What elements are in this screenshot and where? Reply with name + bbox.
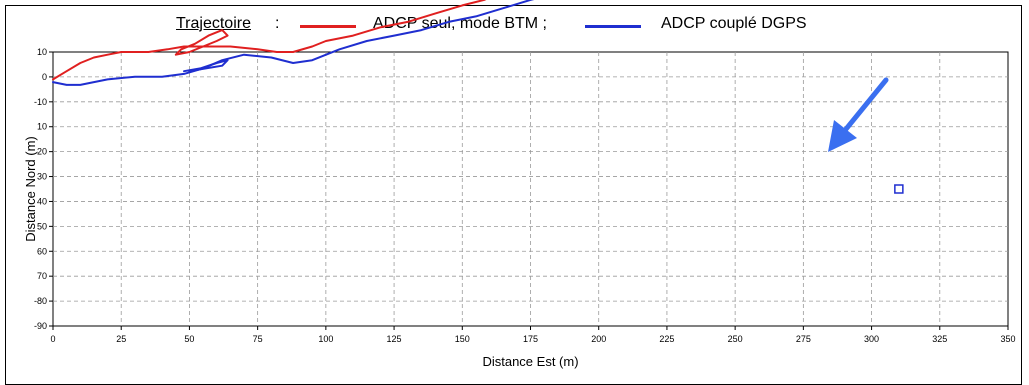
x-axis-label: Distance Est (m) bbox=[482, 354, 578, 369]
y-tick-label: 20 bbox=[37, 147, 47, 157]
annotation-arrow-shaft bbox=[839, 77, 889, 137]
series-line bbox=[183, 59, 229, 73]
y-tick-label: 50 bbox=[37, 221, 47, 231]
legend-title: Trajectoire bbox=[176, 15, 251, 32]
x-tick-label: 275 bbox=[796, 334, 811, 344]
y-tick-label: 70 bbox=[37, 271, 47, 281]
x-tick-label: 325 bbox=[932, 334, 947, 344]
y-tick-label: -10 bbox=[34, 97, 47, 107]
y-tick-label: 30 bbox=[37, 172, 47, 182]
x-tick-label: 0 bbox=[50, 334, 55, 344]
x-tick-label: 350 bbox=[1000, 334, 1015, 344]
x-tick-label: 100 bbox=[318, 334, 333, 344]
x-tick-label: 125 bbox=[387, 334, 402, 344]
x-tick-label: 300 bbox=[864, 334, 879, 344]
legend-colon: : bbox=[275, 15, 280, 32]
x-tick-label: 25 bbox=[116, 334, 126, 344]
annotation-arrow-head bbox=[828, 120, 857, 152]
series-line bbox=[52, 0, 487, 81]
series-line bbox=[174, 29, 229, 56]
x-tick-label: 150 bbox=[455, 334, 470, 344]
chart-legend: Trajectoire : ADCP seul, mode BTM ; ADCP… bbox=[0, 10, 1017, 34]
y-tick-label: -90 bbox=[34, 321, 47, 331]
x-tick-label: 200 bbox=[591, 334, 606, 344]
x-tick-label: 225 bbox=[659, 334, 674, 344]
x-tick-label: 75 bbox=[253, 334, 263, 344]
series-line bbox=[52, 0, 535, 86]
y-tick-label: 10 bbox=[37, 47, 47, 57]
y-axis-label: Distance Nord (m) bbox=[23, 136, 38, 241]
y-tick-label: 10 bbox=[37, 122, 47, 132]
x-tick-label: 250 bbox=[728, 334, 743, 344]
legend-swatch-blue bbox=[585, 25, 641, 28]
y-tick-label: 40 bbox=[37, 196, 47, 206]
legend-swatch-red bbox=[300, 25, 356, 28]
y-tick-label: 60 bbox=[37, 246, 47, 256]
x-tick-label: 50 bbox=[184, 334, 194, 344]
legend-label-blue: ADCP couplé DGPS bbox=[661, 15, 807, 32]
x-tick-label: 175 bbox=[523, 334, 538, 344]
y-tick-label: -80 bbox=[34, 296, 47, 306]
end-marker bbox=[894, 184, 904, 194]
trajectory-chart: 0 25 50 75 100 125 150 175 200 225 250 275 300 325 350… bbox=[23, 0, 1016, 369]
y-tick-label: 0 bbox=[42, 72, 47, 82]
